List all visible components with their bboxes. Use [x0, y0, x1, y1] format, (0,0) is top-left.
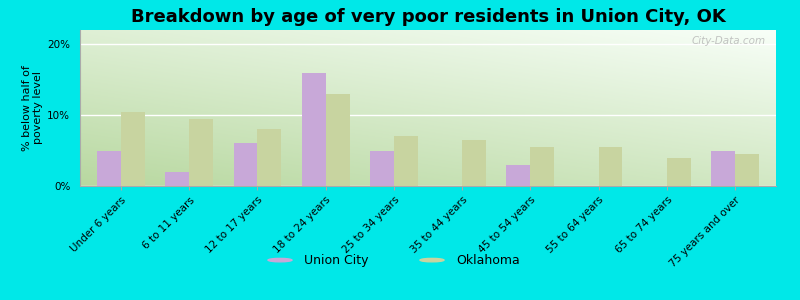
Bar: [97, 151, 121, 186]
Text: City-Data.com: City-Data.com: [691, 36, 766, 46]
Bar: [326, 94, 350, 186]
Bar: [394, 136, 418, 186]
Circle shape: [420, 258, 444, 262]
Bar: [735, 154, 759, 186]
Bar: [370, 151, 394, 186]
Bar: [506, 165, 530, 186]
Bar: [258, 129, 282, 186]
Text: Union City: Union City: [304, 254, 369, 267]
Bar: [166, 172, 189, 186]
Circle shape: [268, 258, 292, 262]
Bar: [189, 118, 213, 186]
Text: Oklahoma: Oklahoma: [456, 254, 520, 267]
Y-axis label: % below half of
poverty level: % below half of poverty level: [22, 65, 43, 151]
Bar: [462, 140, 486, 186]
Bar: [121, 112, 145, 186]
Bar: [302, 73, 326, 186]
Bar: [711, 151, 735, 186]
Bar: [598, 147, 622, 186]
Bar: [667, 158, 690, 186]
Title: Breakdown by age of very poor residents in Union City, OK: Breakdown by age of very poor residents …: [130, 8, 726, 26]
Bar: [530, 147, 554, 186]
Bar: [234, 143, 258, 186]
